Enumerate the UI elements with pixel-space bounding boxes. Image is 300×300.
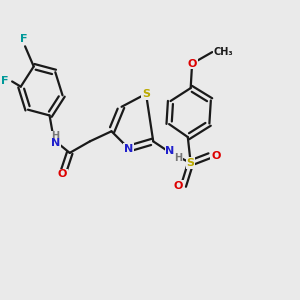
Text: CH₃: CH₃ (214, 47, 234, 57)
Text: O: O (174, 181, 183, 191)
Text: H: H (51, 131, 59, 142)
Text: O: O (58, 169, 67, 179)
Text: N: N (51, 138, 60, 148)
Text: F: F (1, 76, 9, 86)
Text: N: N (165, 146, 175, 156)
Text: N: N (124, 144, 134, 154)
Text: O: O (211, 151, 220, 161)
Text: F: F (20, 34, 27, 44)
Text: S: S (187, 158, 195, 168)
Text: O: O (188, 58, 197, 69)
Text: H: H (175, 153, 183, 163)
Text: S: S (142, 89, 150, 99)
